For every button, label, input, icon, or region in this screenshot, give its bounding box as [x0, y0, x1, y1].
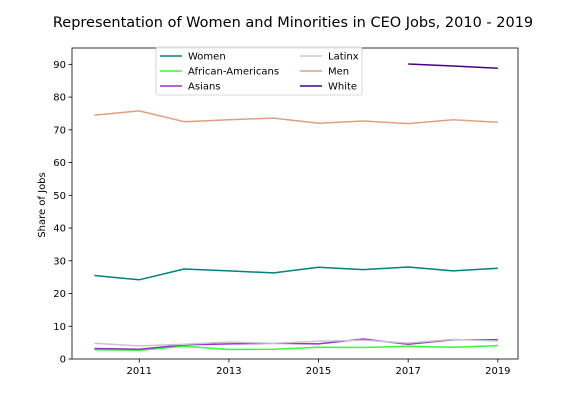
legend-entry: White [328, 82, 357, 93]
y-tick-label: 10 [53, 322, 66, 333]
x-tick-label: 2015 [306, 366, 331, 377]
legend-entry: Men [328, 67, 349, 78]
y-tick-label: 40 [53, 224, 66, 235]
y-tick-label: 50 [53, 191, 66, 202]
x-tick-label: 2013 [216, 366, 241, 377]
series-line-asians [94, 338, 498, 350]
y-tick-label: 30 [53, 256, 66, 267]
y-tick-label: 0 [60, 355, 66, 366]
legend-entry: Asians [188, 82, 221, 93]
legend-entry: Women [188, 52, 226, 63]
legend-frame [155, 46, 363, 96]
x-tick-label: 2019 [485, 366, 510, 377]
chart-title: Representation of Women and Minorities i… [53, 15, 533, 31]
series-line-white [408, 63, 498, 70]
series-line-women [94, 266, 498, 281]
axes: 2011 2013 2015 2017 2019 0 10 20 30 40 50 60 70 80 90 [53, 47, 519, 377]
plot-lines [94, 63, 498, 351]
x-tick-label: 2011 [127, 366, 152, 377]
series-line-african-americans [94, 344, 498, 351]
legend: Women African-Americans Asians Latinx Men Whi… [155, 46, 363, 96]
legend-entry: Latinx [328, 52, 359, 63]
y-tick-label: 70 [53, 125, 66, 136]
y-tick-label: 80 [53, 93, 66, 104]
series-line-men [94, 110, 498, 125]
legend-entry: African-Americans [188, 67, 279, 78]
x-tick-label: 2017 [395, 366, 420, 377]
y-tick-label: 60 [53, 158, 66, 169]
y-tick-label: 20 [53, 289, 66, 300]
series-line-latinx [94, 338, 498, 347]
y-axis-label: Share of Jobs [37, 172, 48, 237]
y-tick-label: 90 [53, 60, 66, 71]
